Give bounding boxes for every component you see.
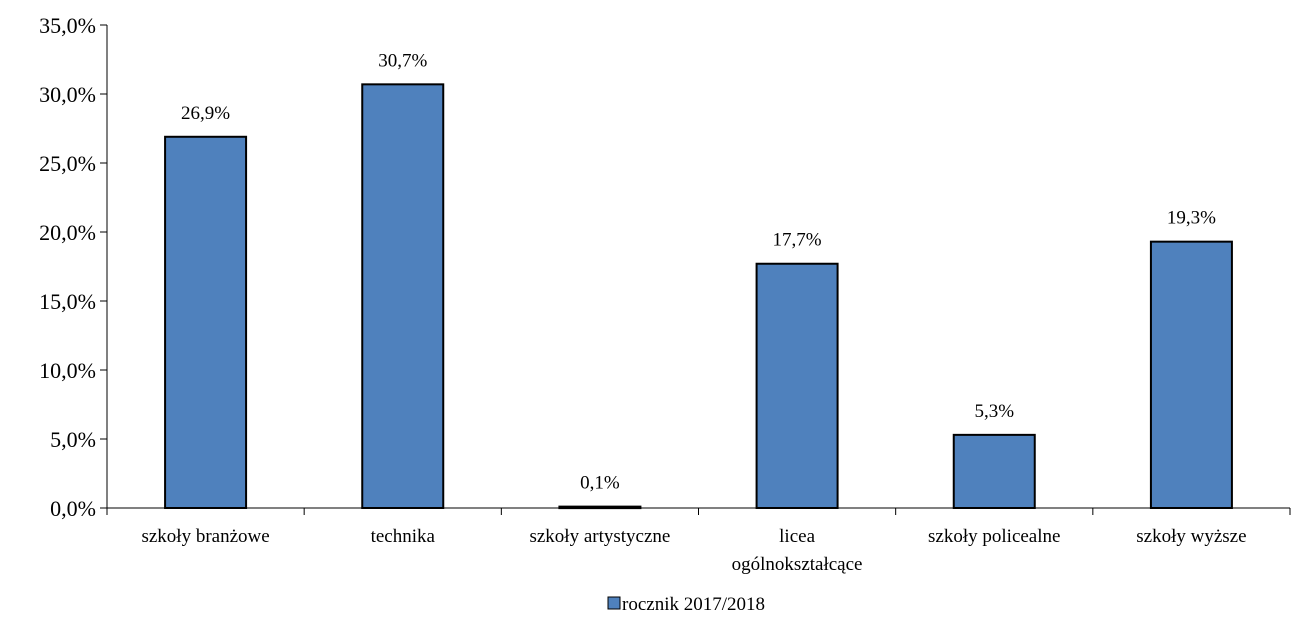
y-tick-label: 20,0% xyxy=(39,220,96,245)
legend: rocznik 2017/2018 xyxy=(607,594,765,615)
axes xyxy=(106,25,1291,515)
y-tick-label: 35,0% xyxy=(39,13,96,38)
bars xyxy=(164,83,1233,510)
y-tick-label: 25,0% xyxy=(39,151,96,176)
bar xyxy=(1149,240,1233,509)
bar xyxy=(164,135,248,509)
x-tick-label: licea xyxy=(779,526,815,547)
bar xyxy=(952,433,1036,509)
data-label: 19,3% xyxy=(1167,208,1216,229)
data-labels: 26,9% 30,7% 0,1% 17,7% 5,3% 19,3% xyxy=(181,50,1216,493)
y-tick-label: 10,0% xyxy=(39,358,96,383)
legend-label: rocznik 2017/2018 xyxy=(622,594,765,615)
x-tick-label: szkoły artystyczne xyxy=(529,526,670,547)
x-tick-label: technika xyxy=(371,526,436,547)
y-tick-label: 5,0% xyxy=(50,427,96,452)
data-label: 30,7% xyxy=(378,50,427,71)
data-label: 17,7% xyxy=(773,230,822,251)
data-label: 0,1% xyxy=(580,473,620,494)
x-tick-label: szkoły policealne xyxy=(928,526,1060,547)
x-tick-label: szkoły wyższe xyxy=(1136,526,1246,547)
data-label: 26,9% xyxy=(181,103,230,124)
legend-swatch xyxy=(607,596,621,610)
y-tick-label: 15,0% xyxy=(39,289,96,314)
y-tick-label: 0,0% xyxy=(50,496,96,521)
y-tick-label: 30,0% xyxy=(39,82,96,107)
category-labels: szkoły branżowe technika szkoły artystyczn… xyxy=(141,526,1246,575)
x-tick-label: szkoły branżowe xyxy=(141,526,269,547)
data-label: 5,3% xyxy=(974,401,1014,422)
x-tick-label: ogólnokształcące xyxy=(732,554,863,575)
y-axis-ticks: 0,0% 5,0% 10,0% 15,0% 20,0% 25,0% 30,0% 35,0% xyxy=(39,13,107,521)
bar xyxy=(755,262,839,509)
bar xyxy=(361,83,445,509)
